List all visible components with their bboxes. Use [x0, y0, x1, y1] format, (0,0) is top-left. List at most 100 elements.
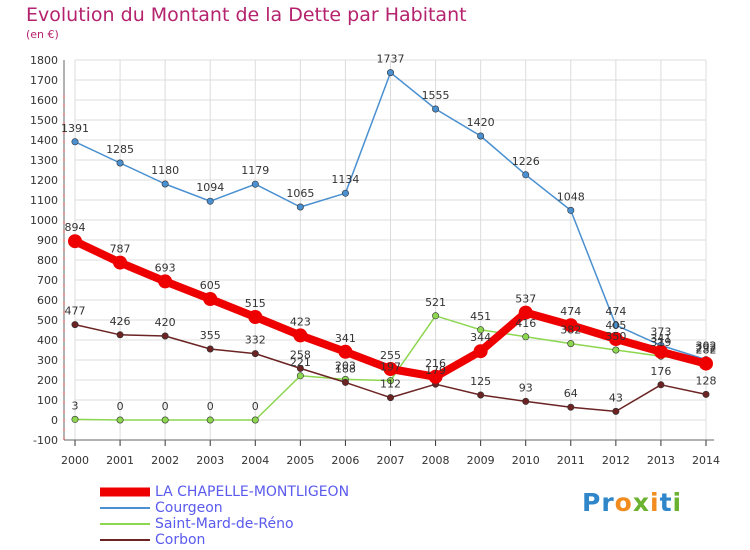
data-point	[113, 255, 128, 270]
data-label: 197	[380, 361, 401, 374]
data-point	[116, 331, 124, 339]
data-point	[158, 274, 173, 289]
y-tick-label: 200	[37, 374, 58, 387]
data-point	[383, 362, 398, 376]
data-point	[116, 416, 124, 424]
data-label: 382	[560, 324, 581, 337]
data-point	[341, 378, 349, 386]
data-point	[206, 345, 214, 353]
data-label: 474	[605, 305, 626, 318]
y-tick-label: 1100	[30, 194, 58, 207]
y-tick-label: 1800	[30, 54, 58, 67]
data-point	[432, 312, 440, 320]
data-label: 515	[245, 297, 266, 310]
x-tick-label: 2006	[331, 454, 359, 467]
data-point	[608, 332, 623, 346]
data-point	[522, 171, 530, 179]
data-label: 221	[290, 356, 311, 369]
x-tick-label: 2003	[196, 454, 224, 467]
y-tick-label: 1600	[30, 94, 58, 107]
data-point	[702, 390, 710, 398]
data-label: 474	[560, 305, 581, 318]
y-tick-label: 1500	[30, 114, 58, 127]
data-label: 0	[117, 400, 124, 413]
x-tick-label: 2014	[692, 454, 720, 467]
data-label: 1285	[106, 143, 134, 156]
x-tick-label: 2002	[151, 454, 179, 467]
data-label: 3	[72, 399, 79, 412]
data-label: 258	[290, 348, 311, 361]
y-tick-label: 1200	[30, 174, 58, 187]
data-label: 255	[380, 349, 401, 362]
data-point	[386, 377, 394, 385]
data-point	[296, 203, 304, 211]
data-label: 693	[155, 261, 176, 274]
data-label: 416	[515, 317, 536, 330]
data-point	[432, 105, 440, 113]
data-label: 350	[605, 330, 626, 343]
data-point	[518, 305, 533, 320]
x-tick-label: 2012	[602, 454, 630, 467]
data-point	[612, 346, 620, 354]
y-tick-label: 300	[37, 354, 58, 367]
data-label: 216	[425, 357, 446, 370]
data-label: 125	[470, 375, 491, 388]
data-label: 405	[605, 319, 626, 332]
data-label: 203	[335, 359, 356, 372]
data-label: 0	[252, 400, 259, 413]
proxiti-logo: Proxiti	[582, 488, 683, 517]
data-point	[203, 292, 218, 306]
data-label: 1134	[331, 173, 359, 186]
y-tick-label: 400	[37, 334, 58, 347]
data-label: 355	[200, 329, 221, 342]
chart-subtitle: (en €)	[26, 28, 59, 41]
data-label: 341	[335, 332, 356, 345]
data-label: 0	[162, 400, 169, 413]
x-tick-label: 2011	[557, 454, 585, 467]
data-point	[612, 321, 620, 329]
data-label: 344	[470, 331, 491, 344]
data-point	[248, 310, 263, 324]
legend-swatch	[100, 487, 150, 497]
legend-swatch	[100, 507, 150, 509]
data-point	[657, 381, 665, 389]
data-label: 426	[110, 315, 131, 328]
x-tick-label: 2009	[467, 454, 495, 467]
data-label: 176	[650, 365, 671, 378]
data-point	[206, 416, 214, 424]
data-label: 302	[696, 340, 717, 353]
data-point	[567, 340, 575, 348]
data-point	[296, 372, 304, 380]
data-point	[477, 132, 485, 140]
x-tick-label: 2008	[422, 454, 450, 467]
data-point	[522, 397, 530, 405]
data-label: 1737	[377, 53, 405, 66]
data-point	[161, 180, 169, 188]
data-label: 1179	[241, 164, 269, 177]
data-label: 521	[425, 296, 446, 309]
data-point	[341, 189, 349, 197]
data-label: 128	[696, 374, 717, 387]
data-label: 373	[650, 325, 671, 338]
data-point	[612, 407, 620, 415]
data-label: 1391	[61, 122, 89, 135]
y-tick-label: 600	[37, 294, 58, 307]
data-label: 1555	[422, 89, 450, 102]
data-point	[428, 369, 443, 384]
data-label: 93	[519, 381, 533, 394]
y-tick-label: 1400	[30, 134, 58, 147]
data-point	[338, 344, 353, 359]
chart-title: Evolution du Montant de la Dette par Hab…	[26, 4, 467, 26]
data-point	[522, 333, 530, 341]
y-tick-label: 1300	[30, 154, 58, 167]
data-label: 1226	[512, 155, 540, 168]
x-tick-label: 2000	[61, 454, 89, 467]
data-label: 0	[207, 400, 214, 413]
data-label: 451	[470, 310, 491, 323]
data-label: 282	[696, 344, 717, 357]
data-label: 420	[155, 316, 176, 329]
data-label: 341	[650, 332, 671, 345]
data-point	[251, 350, 259, 358]
data-point	[68, 234, 82, 249]
